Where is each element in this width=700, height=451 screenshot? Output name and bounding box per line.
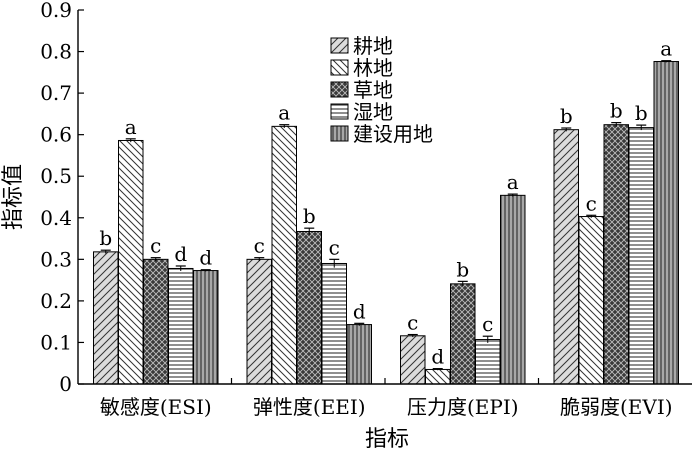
bar — [271, 125, 297, 385]
y-tick-label: 0.6 — [40, 123, 72, 147]
data-label: c — [329, 235, 340, 259]
y-tick-label: 0.2 — [40, 289, 72, 313]
data-label: d — [353, 299, 366, 323]
data-label: c — [407, 311, 418, 335]
legend-swatch — [330, 37, 349, 54]
bar — [168, 267, 194, 385]
data-label: a — [660, 37, 672, 61]
y-tick-label: 0.1 — [40, 330, 72, 354]
legend-swatch — [330, 103, 349, 120]
legend-swatch — [330, 59, 349, 76]
data-label: c — [482, 312, 493, 336]
legend-label: 草地 — [353, 78, 393, 102]
data-label: c — [254, 234, 265, 258]
y-tick-label: 0.7 — [40, 81, 72, 105]
data-label: b — [635, 101, 648, 125]
legend-label: 湿地 — [353, 100, 393, 124]
bar — [500, 194, 526, 385]
x-axis-title: 指标 — [365, 427, 409, 451]
data-label: b — [99, 226, 112, 250]
x-tick-label: 压力度(EPI) — [407, 395, 519, 419]
data-label: c — [586, 191, 597, 215]
x-tick-label: 弹性度(EEI) — [253, 395, 366, 419]
y-axis-title: 指标值 — [1, 164, 26, 230]
y-tick-label: 0.5 — [40, 164, 72, 188]
bar — [603, 124, 629, 385]
bar — [143, 258, 169, 385]
bar — [553, 129, 579, 385]
bar — [628, 127, 654, 385]
legend-swatch — [330, 125, 349, 142]
bar — [653, 61, 679, 385]
bar — [346, 324, 372, 385]
bar — [296, 230, 322, 385]
y-tick-label: 0.4 — [40, 206, 72, 230]
data-label: d — [174, 242, 187, 266]
y-axis-ticks: 0 0.1 0.2 0.3 0.4 0.5 0.6 0.7 0.8 0.9 — [40, 0, 84, 396]
bar — [118, 139, 144, 385]
bar — [93, 251, 119, 385]
x-tick-label: 脆弱度(EVI) — [560, 395, 673, 419]
legend-label: 林地 — [353, 56, 393, 80]
bar — [475, 339, 501, 385]
data-label: a — [507, 170, 519, 194]
y-tick-label: 0 — [59, 372, 72, 396]
y-tick-label: 0.3 — [40, 247, 72, 271]
data-label: c — [150, 234, 161, 258]
data-label: d — [431, 345, 444, 369]
bar — [246, 258, 272, 385]
data-label: d — [199, 246, 212, 270]
legend-label: 建设用地 — [353, 122, 433, 146]
data-label: b — [560, 104, 573, 128]
bar — [425, 368, 451, 385]
bar — [321, 262, 347, 385]
bar — [400, 335, 426, 385]
legend-swatch — [330, 81, 349, 98]
data-label: b — [456, 257, 469, 281]
data-label: a — [125, 115, 137, 139]
bar — [578, 216, 604, 385]
y-tick-label: 0.8 — [40, 40, 72, 64]
bar — [193, 270, 219, 385]
bar — [450, 283, 476, 385]
data-label: b — [610, 99, 623, 123]
data-label: b — [303, 204, 316, 228]
x-axis-tick-labels: 敏感度(ESI) 弹性度(EEI) 压力度(EPI) 脆弱度(EVI) — [100, 378, 673, 419]
legend-label: 耕地 — [353, 34, 393, 58]
y-tick-label: 0.9 — [40, 0, 72, 22]
data-label: a — [278, 101, 290, 125]
x-tick-label: 敏感度(ESI) — [100, 395, 212, 419]
